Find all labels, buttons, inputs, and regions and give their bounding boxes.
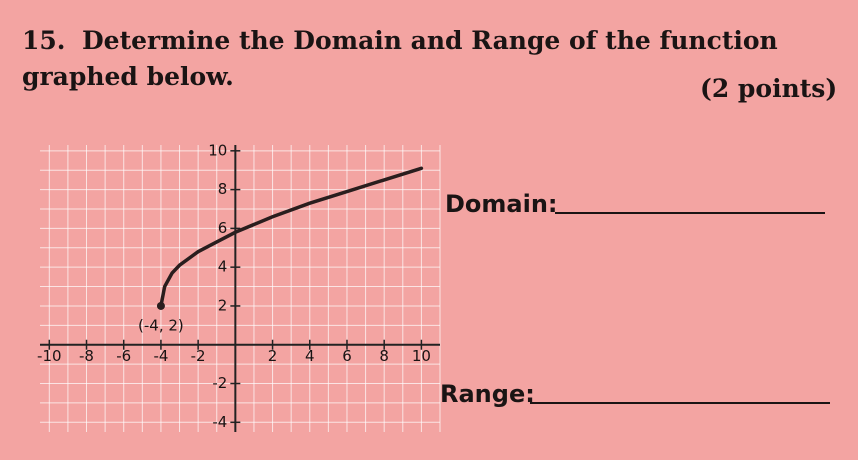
points: (2 points) [700,74,838,103]
point-label: (-4, 2) [138,316,184,334]
x-tick-label: 4 [305,347,315,365]
graph: -10 -8 -6 -4 -2 2 4 6 8 10 10 8 6 4 2 -2 -4 (-4, 2) [37,141,441,432]
question-number: 15. [22,26,66,55]
y-tick-label: 6 [218,219,228,237]
domain-blank [555,212,825,214]
x-tick-label: 6 [342,347,352,365]
x-tick-label: -8 [79,347,94,365]
start-point [156,301,165,310]
x-tick-label: 2 [268,347,278,365]
x-tick-label: 10 [412,347,431,365]
domain-label: Domain: [445,190,558,218]
x-tick-label: -6 [116,347,131,365]
x-tick-label: -2 [191,347,206,365]
y-tick-label: 8 [218,180,228,198]
x-tick-label: -4 [153,347,168,365]
y-tick-label: 10 [208,141,227,159]
y-tick-label: -2 [212,374,227,392]
question-line: graphed below. [22,62,234,91]
x-tick-label: -10 [37,347,62,365]
question-line: Determine the Domain and Range of the fu… [82,26,778,55]
y-tick-label: 2 [218,296,228,314]
range-label: Range: [440,380,535,408]
function-curve [159,166,424,308]
x-tick-label: 8 [379,347,389,365]
range-blank [530,402,830,404]
y-tick-label: -4 [212,413,227,431]
y-tick-label: 4 [218,258,228,276]
